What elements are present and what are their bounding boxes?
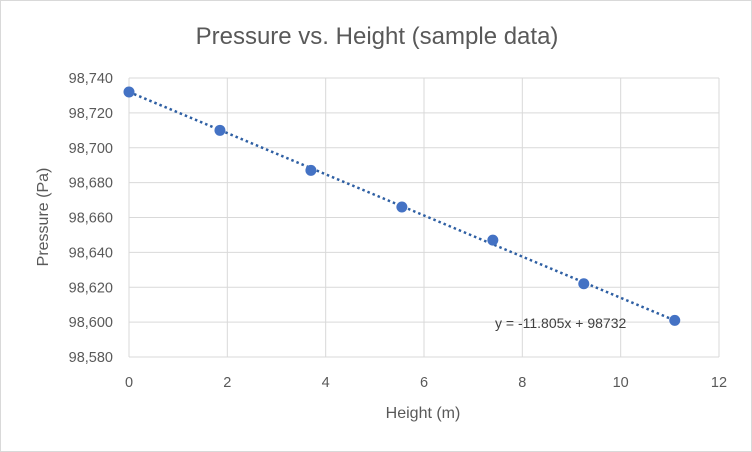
- gridlines: [128, 77, 720, 358]
- x-tick-label: 2: [223, 375, 231, 391]
- data-point: [214, 124, 226, 136]
- x-axis-ticks: 0 2 4 6 8 10 12: [125, 375, 727, 391]
- y-tick-label: 98,700: [69, 141, 113, 157]
- x-tick-label: 4: [322, 375, 330, 391]
- data-point: [123, 86, 135, 98]
- y-tick-label: 98,720: [69, 106, 113, 122]
- data-point: [305, 164, 317, 176]
- x-tick-label: 0: [125, 375, 133, 391]
- x-tick-label: 8: [518, 375, 526, 391]
- y-axis-label: Pressure (Pa): [35, 168, 52, 267]
- y-tick-label: 98,680: [69, 176, 113, 192]
- y-axis-ticks: 98,580 98,600 98,620 98,640 98,660 98,680 98,7…: [69, 71, 113, 366]
- y-tick-label: 98,640: [69, 245, 113, 261]
- x-axis-label: Height (m): [386, 405, 461, 422]
- y-tick-label: 98,620: [69, 280, 113, 296]
- x-tick-label: 10: [613, 375, 629, 391]
- data-point: [396, 201, 408, 213]
- y-tick-label: 98,600: [69, 315, 113, 331]
- data-point: [487, 234, 499, 246]
- x-tick-label: 12: [711, 375, 727, 391]
- trendline-equation: y = -11.805x + 98732: [495, 315, 626, 331]
- data-point: [578, 278, 590, 290]
- y-tick-label: 98,660: [69, 211, 113, 227]
- y-tick-label: 98,740: [69, 71, 113, 87]
- data-points: [123, 86, 681, 326]
- data-point: [669, 314, 681, 326]
- x-tick-label: 6: [420, 375, 428, 391]
- chart-title: Pressure vs. Height (sample data): [196, 23, 559, 50]
- y-tick-label: 98,580: [69, 350, 113, 366]
